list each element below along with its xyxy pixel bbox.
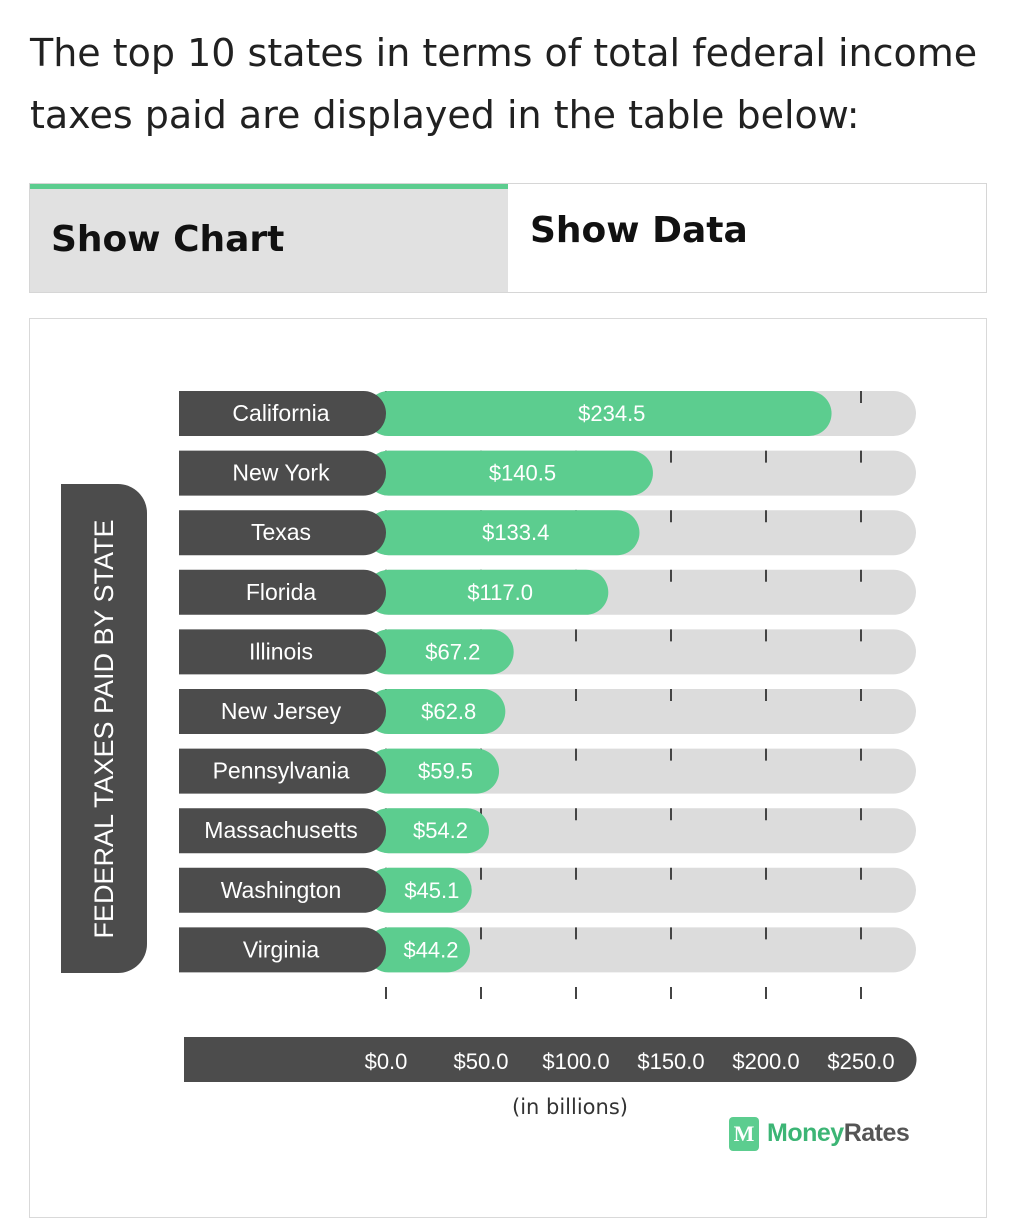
tab-show-data[interactable]: Show Data <box>508 184 986 292</box>
intro-text: The top 10 states in terms of total fede… <box>30 31 978 137</box>
x-tick-label: $50.0 <box>453 1049 508 1074</box>
bar-track <box>366 927 916 973</box>
view-tabs: Show Chart Show Data <box>29 183 987 293</box>
value-label: $62.8 <box>421 699 476 724</box>
x-tick-label: $0.0 <box>365 1049 408 1074</box>
bar <box>366 569 609 615</box>
logo-wordmark: MoneyRates <box>767 1119 910 1148</box>
bar <box>366 689 506 734</box>
category-label: Florida <box>246 579 317 605</box>
bar-track <box>366 748 916 794</box>
bar <box>366 808 489 854</box>
chart-panel: FEDERAL TAXES PAID BY STATE California New… <box>29 318 987 1218</box>
x-axis-label: (in billions) <box>512 1095 628 1119</box>
category-label-pill <box>179 867 386 913</box>
bar <box>366 629 514 675</box>
value-label: $133.4 <box>482 520 549 545</box>
y-axis-label-pill <box>61 484 147 973</box>
bar <box>366 867 472 913</box>
value-label: $54.2 <box>413 818 468 843</box>
value-label: $140.5 <box>489 461 556 486</box>
category-label: Virginia <box>243 936 319 962</box>
value-label: $234.5 <box>578 401 645 426</box>
bar <box>366 450 653 496</box>
x-tick-label: $150.0 <box>637 1049 704 1074</box>
logo-word-1: Money <box>767 1119 844 1147</box>
x-tick-label: $250.0 <box>827 1049 894 1074</box>
tab-show-data-label: Show Data <box>530 210 748 251</box>
category-label: Massachusetts <box>204 817 357 843</box>
category-label-pill <box>179 927 386 973</box>
value-label: $117.0 <box>467 580 533 605</box>
x-tick-label: $200.0 <box>732 1049 799 1074</box>
category-label-pill <box>179 391 386 436</box>
category-label: Washington <box>221 877 342 903</box>
category-label: New Jersey <box>221 698 342 724</box>
bar <box>366 927 470 973</box>
bar <box>366 391 832 436</box>
bar <box>366 748 500 794</box>
bar-track <box>366 689 916 734</box>
category-label: California <box>232 400 329 426</box>
bar-chart: FEDERAL TAXES PAID BY STATE California New… <box>61 391 917 1119</box>
category-label-pill <box>179 808 386 854</box>
category-label-pill <box>179 450 386 496</box>
value-label: $45.1 <box>404 878 459 903</box>
logo-mark: M <box>729 1117 759 1151</box>
category-label: Texas <box>251 519 311 545</box>
tab-show-chart-label: Show Chart <box>51 219 285 260</box>
category-label-pill <box>179 689 386 734</box>
value-label: $67.2 <box>425 639 480 664</box>
category-label-pill <box>179 510 386 556</box>
category-label: Illinois <box>249 638 313 664</box>
bar <box>366 510 640 556</box>
value-label: $44.2 <box>403 937 458 962</box>
y-axis-label: FEDERAL TAXES PAID BY STATE <box>89 519 119 938</box>
category-label: Pennsylvania <box>213 758 350 784</box>
bar-track <box>366 867 916 913</box>
category-label-pill <box>179 569 386 615</box>
logo-word-2: Rates <box>843 1119 910 1147</box>
x-axis-bar <box>184 1037 917 1082</box>
value-label: $59.5 <box>418 759 473 784</box>
category-label-pill <box>179 629 386 675</box>
tab-show-chart[interactable]: Show Chart <box>30 184 508 292</box>
category-label-pill <box>179 748 386 794</box>
category-label: New York <box>232 460 330 486</box>
bar-track <box>366 808 916 854</box>
x-tick-label: $100.0 <box>542 1049 609 1074</box>
